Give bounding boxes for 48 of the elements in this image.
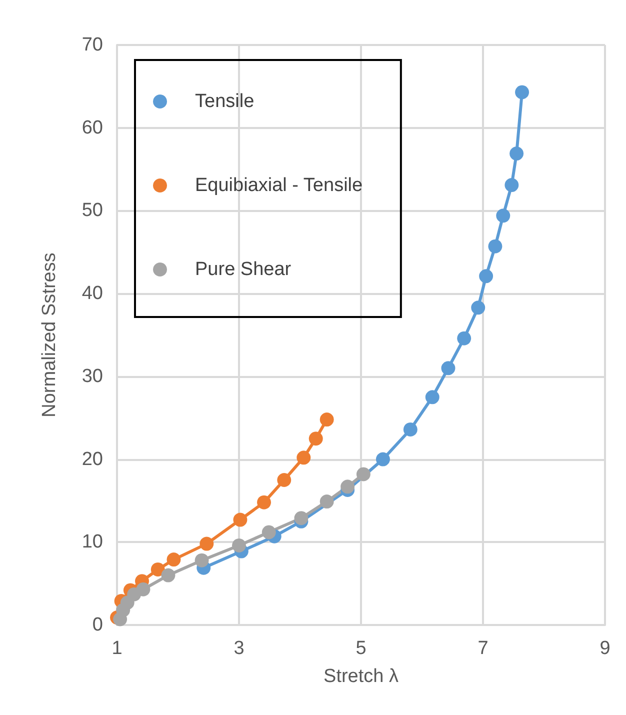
y-tick-label: 30 [82,366,103,387]
y-tick-label: 20 [82,448,103,470]
y-tick-label: 50 [82,200,103,222]
point [262,525,276,540]
point [441,361,456,376]
legend-label: Pure Shear [195,259,292,280]
point [496,208,510,223]
point [376,452,390,466]
point [150,562,165,576]
x-tick-label: 7 [478,638,488,659]
y-tick-label: 60 [82,117,103,138]
point [479,269,494,284]
point [403,422,418,436]
point [308,432,323,446]
y-tick-label: 0 [92,614,103,636]
point [457,331,472,346]
y-tick-label: 40 [82,283,103,304]
point [356,467,370,482]
x-tick-label: 5 [356,638,366,659]
point [257,495,272,510]
y-tick-label: 10 [82,532,103,553]
point [277,473,292,487]
legend-label: Equibiaxial - Tensile [195,175,363,196]
y-axis-title: Normalized Sstress [39,252,60,418]
x-tick-label: 9 [600,638,610,659]
x-tick-label: 3 [234,638,244,659]
y-tick-label: 70 [82,34,103,56]
x-axis-title: Stretch λ [324,666,399,687]
point [161,568,176,582]
point [294,511,308,526]
point [232,538,246,552]
point [340,480,355,494]
point [510,146,524,161]
legend-label: Tensile [195,91,254,112]
point [515,85,530,100]
point [233,512,248,527]
point [296,450,311,465]
point [166,552,181,567]
point [488,239,502,254]
point [471,300,486,315]
point [320,494,334,509]
point [504,178,519,192]
point [136,582,150,596]
point [425,390,440,404]
point [320,412,334,427]
point [194,553,209,568]
x-tick-label: 1 [112,638,122,659]
point [200,536,214,551]
